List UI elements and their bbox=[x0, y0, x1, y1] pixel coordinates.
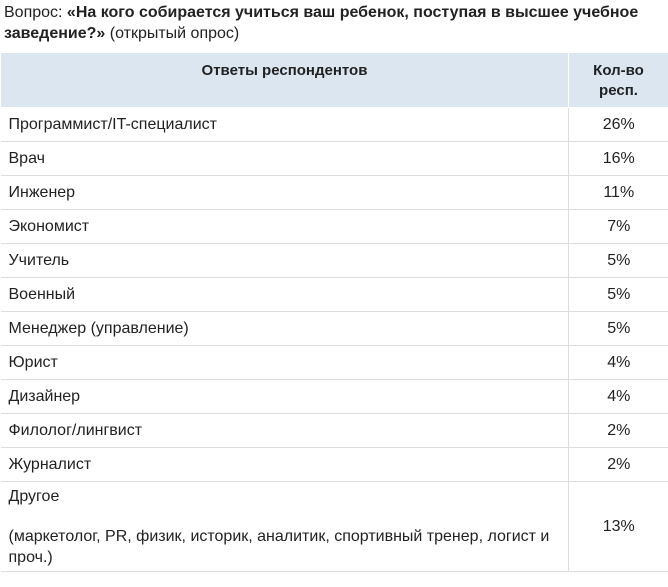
header-answers: Ответы респондентов bbox=[0, 52, 569, 108]
table-row: Филолог/лингвист 2% bbox=[0, 413, 668, 448]
table-row: Юрист 4% bbox=[0, 345, 668, 380]
answer-label: Филолог/лингвист bbox=[0, 413, 569, 448]
answer-value: 26% bbox=[568, 107, 668, 142]
table-row: Экономист 7% bbox=[0, 209, 668, 244]
question-prefix: Вопрос: bbox=[4, 4, 67, 21]
answer-label: Журналист bbox=[0, 447, 569, 482]
question-suffix: (открытый опрос) bbox=[105, 25, 240, 42]
answer-value: 4% bbox=[568, 345, 668, 380]
answer-label: Инженер bbox=[0, 175, 569, 210]
answer-value: 2% bbox=[568, 447, 668, 482]
table-row: Инженер 11% bbox=[0, 175, 668, 210]
table-row-other: Другое (маркетолог, PR, физик, историк, … bbox=[0, 481, 668, 572]
results-table: Ответы респондентов Кол-во респ. Програм… bbox=[0, 52, 668, 572]
table-row: Журналист 2% bbox=[0, 447, 668, 482]
answer-value: 5% bbox=[568, 311, 668, 346]
answer-value: 7% bbox=[568, 209, 668, 244]
question-text: «На кого собирается учиться ваш ребенок,… bbox=[4, 4, 639, 42]
survey-question: Вопрос: «На кого собирается учиться ваш … bbox=[0, 0, 668, 52]
other-label: Другое bbox=[8, 487, 60, 505]
other-cell: Другое (маркетолог, PR, физик, историк, … bbox=[0, 481, 569, 572]
answer-value: 16% bbox=[568, 141, 668, 176]
answer-label: Учитель bbox=[0, 243, 569, 278]
table-row: Учитель 5% bbox=[0, 243, 668, 278]
answer-label: Менеджер (управление) bbox=[0, 311, 569, 346]
table-header-row: Ответы респондентов Кол-во респ. bbox=[0, 52, 668, 108]
answer-value: 5% bbox=[568, 277, 668, 312]
table-row: Военный 5% bbox=[0, 277, 668, 312]
answer-value: 11% bbox=[568, 175, 668, 210]
answer-label: Военный bbox=[0, 277, 569, 312]
table-row: Врач 16% bbox=[0, 141, 668, 176]
other-note: (маркетолог, PR, физик, историк, аналити… bbox=[8, 527, 550, 566]
answer-value: 5% bbox=[568, 243, 668, 278]
answer-label: Экономист bbox=[0, 209, 569, 244]
table-row: Программист/IT-специалист 26% bbox=[0, 107, 668, 142]
answer-value: 4% bbox=[568, 379, 668, 414]
table-row: Менеджер (управление) 5% bbox=[0, 311, 668, 346]
answer-label: Дизайнер bbox=[0, 379, 569, 414]
answer-label: Врач bbox=[0, 141, 569, 176]
answer-label: Программист/IT-специалист bbox=[0, 107, 569, 142]
header-count: Кол-во респ. bbox=[568, 52, 668, 108]
other-value: 13% bbox=[568, 481, 668, 572]
table-row: Дизайнер 4% bbox=[0, 379, 668, 414]
answer-value: 2% bbox=[568, 413, 668, 448]
answer-label: Юрист bbox=[0, 345, 569, 380]
